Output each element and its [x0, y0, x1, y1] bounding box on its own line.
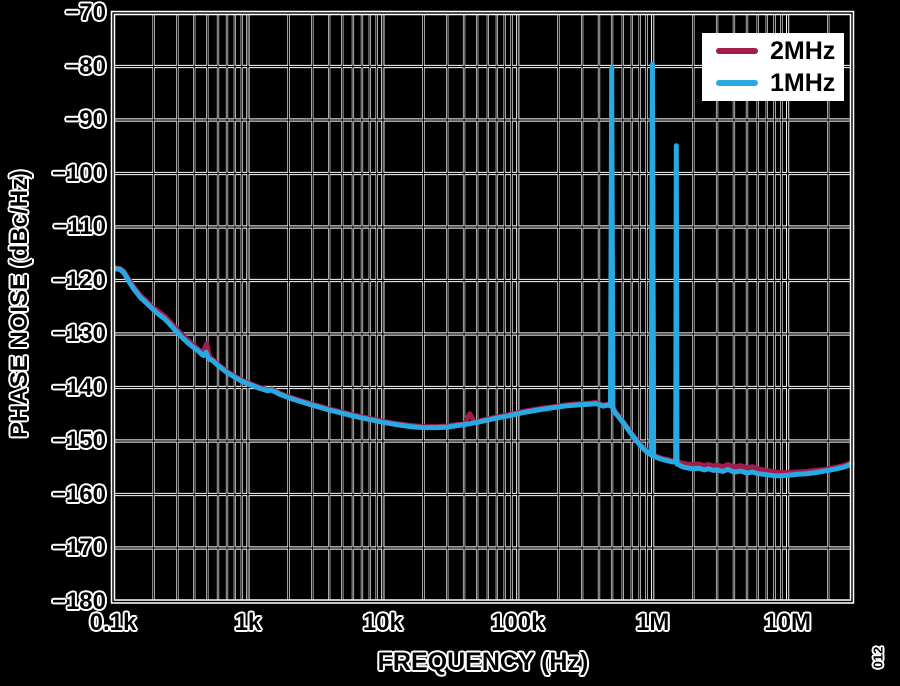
y-axis-title: PHASE NOISE (dBc/Hz): [6, 169, 33, 439]
plot-frame-core: [112, 12, 853, 603]
legend-swatch-1mhz: [716, 80, 758, 86]
series-line-1mhz: [110, 61, 855, 479]
series-line-2mhz: [110, 62, 855, 476]
legend-label-2mhz: 2MHz: [770, 37, 836, 65]
legend-label-1mhz: 1MHz: [770, 69, 836, 97]
legend-item-2mhz: 2MHz: [716, 37, 844, 65]
legend-swatch-2mhz: [716, 48, 758, 54]
legend-item-1mhz: 1MHz: [716, 69, 844, 97]
x-axis-title: FREQUENCY (Hz): [377, 648, 589, 676]
figure-number: 012: [870, 646, 886, 669]
legend: 2MHz 1MHz: [702, 33, 844, 101]
plot-frame: [110, 10, 855, 604]
